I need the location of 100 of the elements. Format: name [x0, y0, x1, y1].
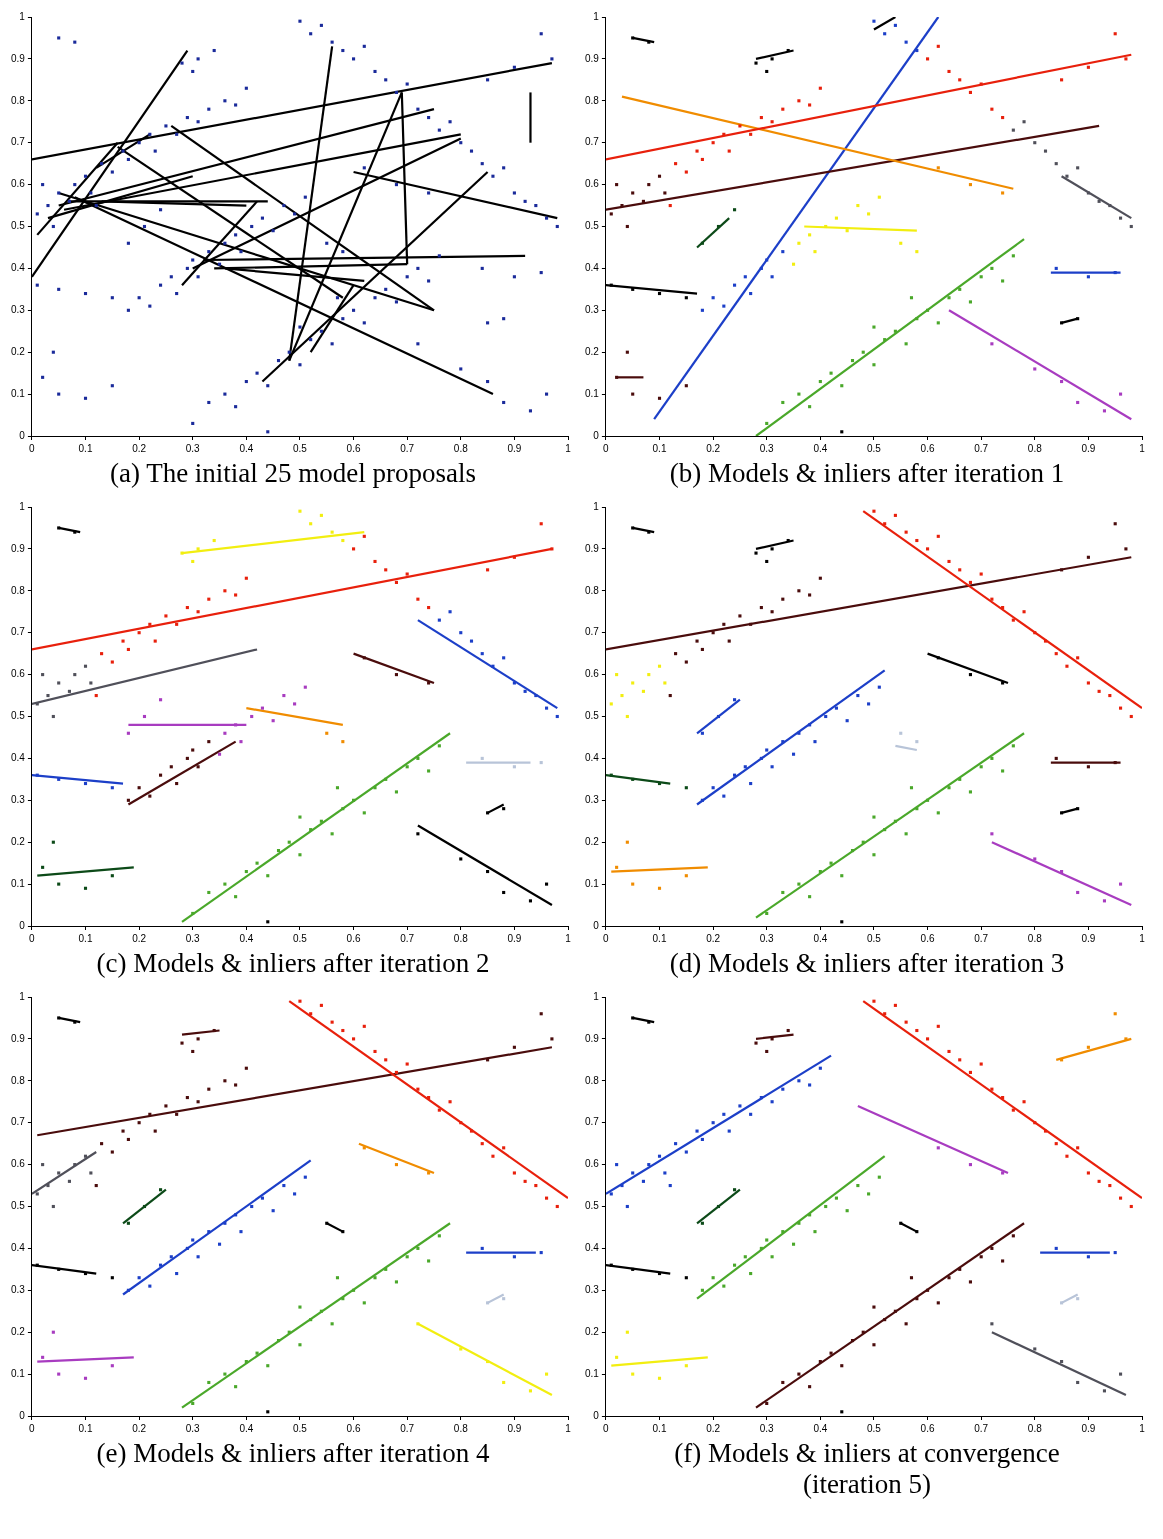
y-tick-label: 0.8 [11, 584, 26, 596]
y-tick-label: 0.4 [11, 262, 26, 274]
y-tick-label: 0 [19, 429, 26, 441]
x-tick-label: 0.8 [453, 1422, 469, 1434]
y-tick-label: 0.7 [585, 626, 600, 638]
x-tick-label: 0.9 [1081, 1422, 1096, 1434]
y-tick-label: 0.1 [11, 877, 26, 889]
x-tick-label: 0.9 [507, 932, 522, 944]
x-tick-label: 1 [565, 442, 572, 454]
y-tick-label: 0.8 [11, 1074, 26, 1086]
x-tick-label: 0.4 [813, 1422, 828, 1434]
y-tick-label: 0 [593, 1409, 600, 1421]
x-tick-label: 0.6 [920, 442, 935, 454]
y-tick-label: 0.4 [585, 262, 600, 274]
text: (f) Models & inliers at convergence (iteration 5) [673, 1438, 1061, 1500]
y-tick-label: 0.9 [585, 542, 600, 554]
x-tick-label: 0 [29, 932, 36, 944]
x-tick-label: 0.6 [346, 442, 361, 454]
x-tick-label: 0.4 [813, 932, 828, 944]
x-tick-label: 0.7 [400, 932, 415, 944]
y-tick-label: 0.3 [585, 1284, 600, 1296]
y-tick-label: 0.9 [11, 542, 26, 554]
y-tick-label: 0.2 [585, 345, 600, 357]
x-tick-label: 0.6 [920, 1422, 935, 1434]
x-tick-label: 0.5 [867, 1422, 882, 1434]
x-tick-label: 0.8 [453, 932, 469, 944]
y-tick-label: 0.8 [585, 584, 600, 596]
y-tick-label: 0.6 [585, 668, 600, 680]
y-tick-label: 0.3 [585, 304, 600, 316]
x-tick-label: 0.1 [652, 1422, 667, 1434]
y-tick-label: 0.5 [585, 220, 600, 232]
x-tick-label: 0 [603, 1422, 610, 1434]
y-tick-label: 0.1 [11, 387, 26, 399]
y-tick-label: 1 [19, 10, 26, 22]
x-tick-label: 0.9 [1081, 442, 1096, 454]
y-tick-label: 1 [19, 990, 26, 1002]
x-tick-label: 0.4 [239, 1422, 254, 1434]
x-tick-label: 0.8 [1027, 932, 1043, 944]
x-tick-label: 1 [1139, 1422, 1146, 1434]
y-tick-label: 0.4 [585, 752, 600, 764]
y-tick-label: 0.5 [585, 1200, 600, 1212]
y-tick-label: 0.9 [585, 1032, 600, 1044]
x-tick-label: 0.6 [346, 1422, 361, 1434]
y-tick-label: 1 [593, 990, 600, 1002]
x-tick-label: 0.5 [867, 932, 882, 944]
x-tick-label: 0.9 [507, 442, 522, 454]
x-tick-label: 0.6 [920, 932, 935, 944]
x-tick-label: 0.3 [185, 1422, 201, 1434]
y-tick-label: 0.3 [11, 1284, 26, 1296]
x-tick-label: 0.1 [78, 1422, 93, 1434]
y-tick-label: 1 [19, 500, 26, 512]
x-tick-label: 0 [29, 1422, 36, 1434]
x-tick-label: 0.1 [78, 442, 93, 454]
x-tick-label: 1 [565, 932, 572, 944]
y-tick-label: 0.7 [585, 1116, 600, 1128]
x-tick-label: 0.9 [1081, 932, 1096, 944]
y-tick-label: 0.1 [11, 1367, 26, 1379]
y-tick-label: 0.4 [585, 1242, 600, 1254]
x-tick-label: 0.5 [293, 932, 308, 944]
x-tick-label: 0.5 [293, 1422, 308, 1434]
y-tick-label: 0.4 [11, 752, 26, 764]
text: (b) Models & inliers after iteration 1 [668, 458, 1066, 490]
x-tick-label: 0.2 [132, 442, 147, 454]
y-tick-label: 0.9 [11, 52, 26, 64]
y-tick-label: 1 [593, 10, 600, 22]
y-tick-label: 0.5 [11, 1200, 26, 1212]
x-tick-label: 0.3 [759, 1422, 775, 1434]
x-tick-label: 0.1 [652, 442, 667, 454]
x-tick-label: 0.6 [346, 932, 361, 944]
x-tick-label: 0.8 [1027, 1422, 1043, 1434]
text: (a) The initial 25 model proposals [108, 458, 478, 490]
x-tick-label: 1 [1139, 932, 1146, 944]
y-tick-label: 0.5 [11, 710, 26, 722]
x-tick-label: 0 [29, 442, 36, 454]
x-tick-label: 0.9 [507, 1422, 522, 1434]
y-tick-label: 0.9 [11, 1032, 26, 1044]
y-tick-label: 0.1 [585, 877, 600, 889]
y-tick-label: 1 [593, 500, 600, 512]
y-tick-label: 0 [593, 919, 600, 931]
text: (e) Models & inliers after iteration 4 [95, 1438, 491, 1470]
x-tick-label: 0.2 [706, 1422, 721, 1434]
x-tick-label: 1 [565, 1422, 572, 1434]
y-tick-label: 0.8 [11, 94, 26, 106]
y-tick-label: 0.6 [585, 178, 600, 190]
y-tick-label: 0.7 [11, 626, 26, 638]
x-tick-label: 0 [603, 932, 610, 944]
x-tick-label: 0.3 [185, 442, 201, 454]
x-tick-label: 0.2 [706, 442, 721, 454]
x-tick-label: 0.5 [867, 442, 882, 454]
y-tick-label: 0.8 [585, 94, 600, 106]
y-tick-label: 0.6 [11, 1158, 26, 1170]
x-tick-label: 0.8 [1027, 442, 1043, 454]
y-tick-label: 0.9 [585, 52, 600, 64]
x-tick-label: 0.8 [453, 442, 469, 454]
y-tick-label: 0.2 [585, 835, 600, 847]
x-tick-label: 0 [603, 442, 610, 454]
x-tick-label: 0.7 [974, 1422, 989, 1434]
x-tick-label: 0.7 [974, 932, 989, 944]
y-tick-label: 0.2 [585, 1325, 600, 1337]
y-tick-label: 0.6 [585, 1158, 600, 1170]
